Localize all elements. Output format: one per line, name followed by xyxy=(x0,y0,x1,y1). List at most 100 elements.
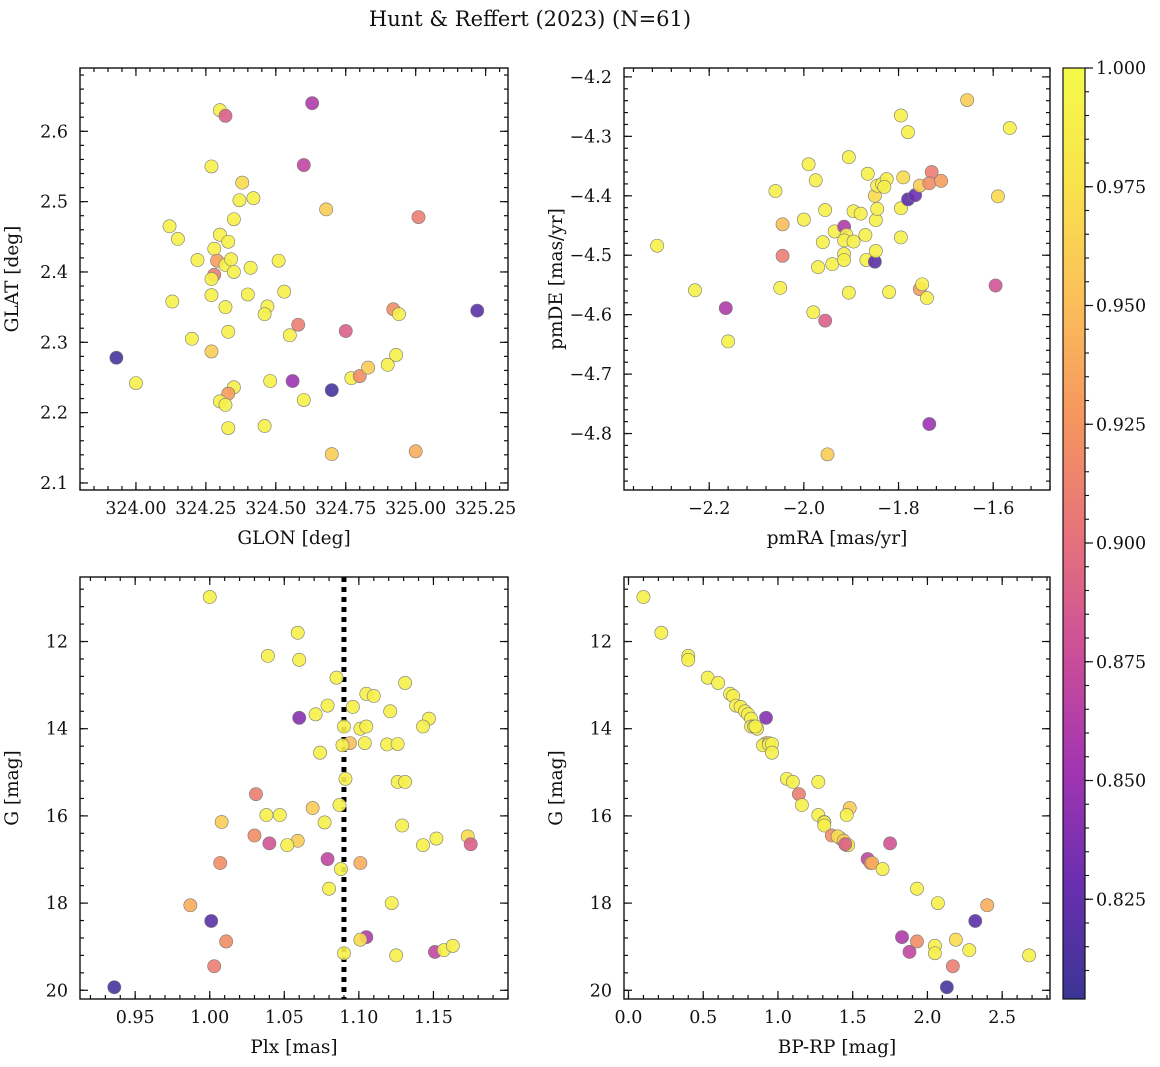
data-point xyxy=(218,397,233,412)
data-point xyxy=(204,159,219,174)
x-tick-label: −1.8 xyxy=(877,499,920,519)
data-point xyxy=(218,300,233,315)
x-tick-label: 0.5 xyxy=(689,1008,717,1028)
data-point xyxy=(308,707,323,722)
data-point xyxy=(338,771,353,786)
data-point xyxy=(213,856,228,870)
x-tick-label: −1.6 xyxy=(972,499,1015,519)
data-point xyxy=(392,307,406,322)
y-axis-label: GLAT [deg] xyxy=(2,226,23,333)
data-point xyxy=(380,357,395,372)
data-point xyxy=(240,287,255,302)
data-point xyxy=(775,248,790,263)
colorbar-tick-label: 0.900 xyxy=(1096,534,1146,554)
data-point xyxy=(285,374,300,388)
data-point xyxy=(352,369,367,383)
data-point xyxy=(711,676,726,690)
colorbar-tick-label: 0.850 xyxy=(1096,772,1146,792)
data-point xyxy=(901,125,915,140)
x-tick-label: 324.50 xyxy=(245,499,306,519)
data-point xyxy=(291,317,306,332)
data-point xyxy=(398,774,413,789)
data-point xyxy=(928,946,942,961)
x-axis-label: pmRA [mas/yr] xyxy=(767,528,908,549)
colorbar: 0.825 0.850 0.875 0.900 0.925 0.950 0.975 1.000 xyxy=(1062,59,1146,1000)
data-point xyxy=(165,294,180,309)
data-point xyxy=(870,201,885,216)
data-point xyxy=(290,625,305,640)
data-point xyxy=(853,206,868,221)
data-point xyxy=(359,719,374,734)
data-point xyxy=(895,930,909,944)
x-axis-label: Plx [mas] xyxy=(250,1037,337,1058)
data-point xyxy=(934,174,949,188)
y-tick-label: 18 xyxy=(590,894,612,914)
data-point xyxy=(395,818,410,833)
data-point xyxy=(841,150,856,165)
y-tick-label: 12 xyxy=(590,633,612,653)
y-axis-label: pmDE [mas/yr] xyxy=(546,208,567,350)
data-point xyxy=(650,238,665,253)
data-point xyxy=(980,898,995,913)
data-point xyxy=(332,798,347,812)
scatter-points xyxy=(107,590,478,995)
data-point xyxy=(282,328,297,343)
data-point xyxy=(894,230,908,245)
y-axis-label: G [mag] xyxy=(2,750,23,826)
axis-ticks xyxy=(624,577,1050,999)
axis-ticks xyxy=(79,68,508,490)
data-point xyxy=(390,737,405,751)
data-point xyxy=(361,360,376,375)
data-point xyxy=(894,108,908,123)
data-point xyxy=(224,252,238,267)
data-point xyxy=(207,241,222,256)
y-tick-label: 2.6 xyxy=(40,122,68,142)
data-point xyxy=(786,774,800,789)
data-point xyxy=(463,837,478,852)
y-tick-label: −4.6 xyxy=(570,306,613,326)
x-tick-label: 1.15 xyxy=(414,1008,453,1028)
y-tick-label: −4.5 xyxy=(570,246,613,266)
data-point xyxy=(257,307,272,322)
data-point xyxy=(759,710,773,725)
data-point xyxy=(858,228,873,242)
data-point xyxy=(922,417,937,431)
data-point xyxy=(865,856,880,870)
data-point xyxy=(877,179,892,194)
plot-frame xyxy=(79,67,509,491)
data-point xyxy=(247,828,262,843)
data-point xyxy=(305,801,320,815)
data-point xyxy=(811,260,825,275)
colorbar-tick-label: 0.825 xyxy=(1096,890,1146,910)
data-point xyxy=(939,980,954,995)
x-axis-label: BP-RP [mag] xyxy=(778,1037,896,1058)
colorbar-tick-label: 1.000 xyxy=(1096,59,1146,79)
data-point xyxy=(204,914,219,928)
data-point xyxy=(817,818,832,833)
data-point xyxy=(681,652,696,667)
data-point xyxy=(262,836,277,851)
data-point xyxy=(915,277,930,292)
data-point xyxy=(296,393,311,407)
x-tick-label: 2.0 xyxy=(914,1008,942,1028)
data-point xyxy=(129,376,143,390)
y-tick-label: 2.5 xyxy=(40,193,68,213)
x-tick-label: −2.2 xyxy=(688,499,731,519)
data-point xyxy=(335,738,350,753)
data-point xyxy=(190,253,205,267)
x-tick-label: 1.0 xyxy=(764,1008,792,1028)
colorbar-tick-label: 0.950 xyxy=(1096,297,1146,317)
data-point xyxy=(218,108,233,123)
y-tick-label: −4.8 xyxy=(570,425,613,445)
data-point xyxy=(636,590,651,604)
panel-1: 324.00 324.25 324.50 324.75 325.00 325.25 2.1 2… xyxy=(2,67,516,549)
data-point xyxy=(324,383,339,398)
data-point xyxy=(243,260,258,275)
x-tick-label: 324.75 xyxy=(315,499,376,519)
data-point xyxy=(184,331,199,346)
data-point xyxy=(204,344,219,359)
data-point xyxy=(654,625,669,640)
data-point xyxy=(319,202,334,217)
data-point xyxy=(202,590,217,604)
y-tick-label: 16 xyxy=(46,807,68,827)
